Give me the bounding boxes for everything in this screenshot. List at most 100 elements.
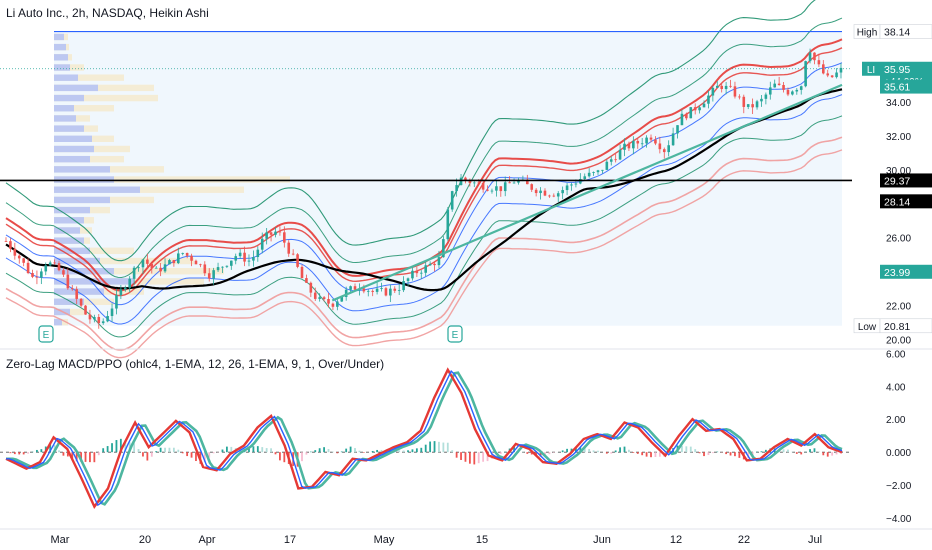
price-candles [4, 48, 843, 329]
candle-body [804, 61, 807, 87]
macd-tick-label: −4.00 [886, 514, 912, 525]
earnings-marker-label: E [43, 330, 50, 341]
volume-profile-up-bar-23 [54, 268, 114, 275]
candle-body [517, 180, 520, 183]
candle-body [93, 316, 96, 320]
histogram-bar [146, 452, 149, 461]
histogram-bar [817, 451, 820, 453]
macd-pane[interactable] [0, 348, 932, 509]
candle-body [238, 252, 242, 257]
candle-body [685, 113, 688, 119]
candle-body [645, 137, 648, 144]
histogram-bar [760, 451, 763, 453]
histogram-bar [795, 452, 798, 454]
candle-body [344, 289, 348, 297]
histogram-bar [468, 452, 471, 464]
volume-profile-up-bar-9 [54, 125, 84, 132]
volume-profile-up-bar-2 [54, 54, 68, 61]
earnings-marker-0[interactable]: E [38, 325, 54, 343]
candle-body [548, 195, 551, 197]
candle-body [106, 315, 109, 322]
candle-body [207, 273, 211, 279]
histogram-bar [641, 452, 644, 456]
histogram-bar [751, 452, 754, 456]
candle-body [13, 248, 17, 256]
price-tag-value-3: 29.37 [884, 175, 910, 187]
candle-body [724, 85, 728, 90]
candle-body [503, 182, 507, 192]
candle-body [119, 289, 123, 296]
macd-axis: 6.00 4.00 2.00 0.000 −2.00 −4.00 [886, 349, 912, 525]
candle-body [715, 85, 719, 88]
candle-body [627, 143, 631, 149]
histogram-bar [530, 452, 533, 455]
histogram-bar [27, 452, 29, 454]
price-tick-label: 20.00 [886, 336, 911, 347]
histogram-bar [402, 450, 405, 453]
candle-body [822, 64, 825, 74]
candle-body [826, 73, 830, 76]
candle-body [729, 85, 732, 87]
earnings-marker-1[interactable]: E [447, 325, 463, 343]
histogram-bar [124, 440, 127, 453]
red-lower-band-2 [5, 149, 843, 359]
histogram-bar [212, 452, 215, 454]
histogram-bar [703, 452, 705, 457]
candle-body [283, 232, 286, 243]
histogram-bar [22, 452, 25, 455]
volume-profile-up-bar-0 [54, 33, 64, 41]
time-axis[interactable]: Mar 20 Apr 17 May 15 Jun 12 22 Jul [0, 528, 932, 546]
candle-body [327, 299, 330, 304]
candle-body [300, 266, 304, 279]
histogram-bar [119, 438, 122, 453]
candle-body [742, 96, 746, 107]
histogram-bar [738, 452, 741, 458]
histogram-bar [164, 447, 166, 453]
histogram-bar [71, 452, 74, 459]
histogram-bar [451, 450, 454, 453]
histogram-bar [252, 446, 255, 453]
volume-profile-up-bar-5 [54, 84, 98, 92]
histogram-bar [782, 449, 785, 453]
histogram-bar [831, 452, 834, 456]
candle-body [212, 270, 215, 279]
histogram-bar [681, 445, 683, 453]
volume-profile-up-bar-8 [54, 115, 76, 122]
histogram-bar [756, 451, 758, 453]
histogram-bar [256, 446, 259, 453]
candle-body [561, 190, 564, 194]
candle-body [141, 259, 145, 268]
candle-body [592, 172, 595, 173]
red-lower-band-1 [5, 136, 843, 351]
volume-profile-up-bar-1 [54, 43, 66, 51]
candle-body [773, 83, 777, 88]
candle-body [402, 281, 405, 291]
price-labels: High38.14LI35.95+44.09%35.6129.3728.1423… [853, 24, 932, 334]
candle-body [543, 190, 547, 196]
candle-body [35, 276, 39, 278]
candle-body [393, 288, 397, 291]
candle-body [539, 190, 542, 194]
histogram-bar [711, 452, 714, 454]
histogram-bar [632, 452, 635, 453]
volume-profile-total-bar-23 [54, 268, 224, 275]
histogram-bar [610, 452, 613, 454]
time-tick-label: 15 [476, 534, 488, 546]
histogram-bar [566, 448, 568, 453]
histogram-bar [13, 452, 16, 455]
candle-body [839, 67, 843, 73]
histogram-bar [155, 451, 158, 453]
candle-body [53, 262, 56, 264]
histogram-bar [835, 452, 838, 455]
candle-body [309, 282, 313, 293]
volume-profile-total-bar-4 [54, 74, 124, 81]
histogram-bar [89, 452, 91, 463]
volume-profile-up-bar-11 [54, 145, 94, 153]
histogram-bar [102, 448, 105, 453]
candle-body [17, 255, 21, 259]
candle-body [243, 252, 246, 262]
candle-body [366, 290, 370, 292]
candle-body [397, 290, 401, 291]
